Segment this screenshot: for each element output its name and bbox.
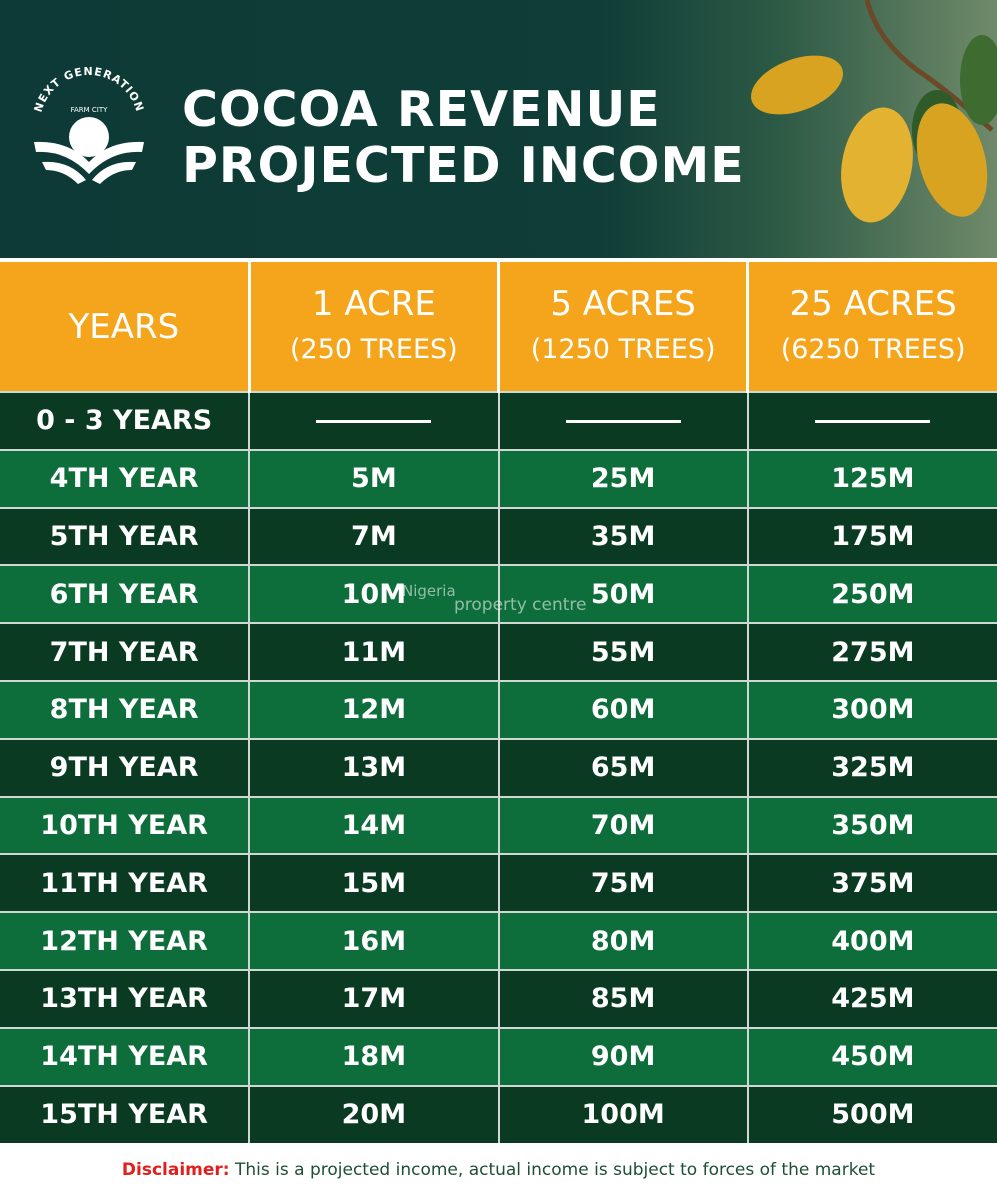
table-row: 12TH YEAR 16M 80M 400M [0, 911, 997, 970]
income-cell: 300M [746, 679, 997, 739]
income-cell: 25M [497, 448, 748, 508]
table-row: 8TH YEAR 12M 60M 300M [0, 679, 997, 739]
income-cell: 13M [248, 737, 499, 797]
svg-text:FARM CITY: FARM CITY [71, 106, 109, 114]
next-generation-logo: NEXT GENERATION FARM CITY [32, 65, 145, 184]
table-row: 6TH YEAR 10M 50M 250M [0, 564, 997, 624]
table-row: 9TH YEAR 13M 65M 325M [0, 737, 997, 797]
year-cell: 13TH YEAR [0, 968, 250, 1028]
income-cell: 450M [746, 1026, 997, 1086]
table-row: 5TH YEAR 7M 35M 175M [0, 506, 997, 566]
income-cell: 7M [248, 506, 499, 566]
header-banner: NEXT GENERATION FARM CITY COCOA REVENUE … [0, 0, 997, 258]
income-cell: 175M [746, 506, 997, 566]
income-cell: 400M [746, 911, 997, 970]
col-header-5-acres: 5 ACRES (1250 TREES) [496, 262, 748, 392]
income-cell: 15M [248, 853, 499, 913]
income-cell: 10M [248, 564, 499, 624]
income-cell: 350M [746, 795, 997, 855]
table-row: 0 - 3 YEARS [0, 391, 997, 450]
table-row: 14TH YEAR 18M 90M 450M [0, 1026, 997, 1086]
year-cell: 14TH YEAR [0, 1026, 250, 1086]
cocoa-pods-image [751, 0, 997, 223]
year-cell: 4TH YEAR [0, 448, 250, 508]
year-cell: 12TH YEAR [0, 911, 250, 970]
income-cell: 275M [746, 622, 997, 681]
col-header-years: YEARS [0, 262, 250, 392]
income-cell: 65M [497, 737, 748, 797]
income-cell: 20M [248, 1084, 499, 1144]
title-line-2: PROJECTED INCOME [182, 137, 745, 194]
dash [316, 420, 432, 424]
year-cell: 0 - 3 YEARS [0, 391, 250, 450]
income-cell: 375M [746, 853, 997, 913]
income-cell: 16M [248, 911, 499, 970]
income-cell: 425M [746, 968, 997, 1028]
income-table: YEARS 1 ACRE (250 TREES) 5 ACRES (1250 TRE… [0, 262, 997, 1144]
income-cell: 325M [746, 737, 997, 797]
year-cell: 8TH YEAR [0, 679, 250, 739]
income-cell: 500M [746, 1084, 997, 1144]
income-cell: 12M [248, 679, 499, 739]
table-row: 10TH YEAR 14M 70M 350M [0, 795, 997, 855]
income-cell: 75M [497, 853, 748, 913]
year-cell: 6TH YEAR [0, 564, 250, 624]
income-cell: 55M [497, 622, 748, 681]
income-cell: 85M [497, 968, 748, 1028]
table-row: 15TH YEAR 20M 100M 500M [0, 1084, 997, 1144]
income-cell: 17M [248, 968, 499, 1028]
income-cell: 90M [497, 1026, 748, 1086]
table-row: 4TH YEAR 5M 25M 125M [0, 448, 997, 508]
disclaimer: Disclaimer: This is a projected income, … [0, 1160, 997, 1180]
income-cell: 18M [248, 1026, 499, 1086]
year-cell: 7TH YEAR [0, 622, 250, 681]
watermark: Nigeria property centre [402, 582, 587, 615]
table-row: 7TH YEAR 11M 55M 275M [0, 622, 997, 681]
table-row: 11TH YEAR 15M 75M 375M [0, 853, 997, 913]
disclaimer-label: Disclaimer: [121, 1160, 230, 1180]
dash [565, 420, 681, 424]
income-cell: 250M [746, 564, 997, 624]
title-line-1: COCOA REVENUE [182, 81, 661, 138]
income-cell: 100M [497, 1084, 748, 1144]
dash [815, 420, 931, 424]
year-cell: 10TH YEAR [0, 795, 250, 855]
income-cell: 125M [746, 448, 997, 508]
income-cell: 50M [497, 564, 748, 624]
income-cell: 70M [497, 795, 748, 855]
col-header-25-acres: 25 ACRES (6250 TREES) [746, 262, 997, 392]
year-cell: 5TH YEAR [0, 506, 250, 566]
income-cell [248, 391, 499, 450]
income-cell: 60M [497, 679, 748, 739]
income-cell [497, 391, 748, 450]
income-cell: 5M [248, 448, 499, 508]
year-cell: 9TH YEAR [0, 737, 250, 797]
year-cell: 15TH YEAR [0, 1084, 250, 1144]
table-row: 13TH YEAR 17M 85M 425M [0, 968, 997, 1028]
income-cell: 35M [497, 506, 748, 566]
income-cell: 14M [248, 795, 499, 855]
year-cell: 11TH YEAR [0, 853, 250, 913]
income-cell: 11M [248, 622, 499, 681]
col-header-1-acre: 1 ACRE (250 TREES) [247, 262, 499, 392]
disclaimer-text: This is a projected income, actual incom… [229, 1160, 876, 1180]
income-cell: 80M [497, 911, 748, 970]
income-cell [746, 391, 997, 450]
